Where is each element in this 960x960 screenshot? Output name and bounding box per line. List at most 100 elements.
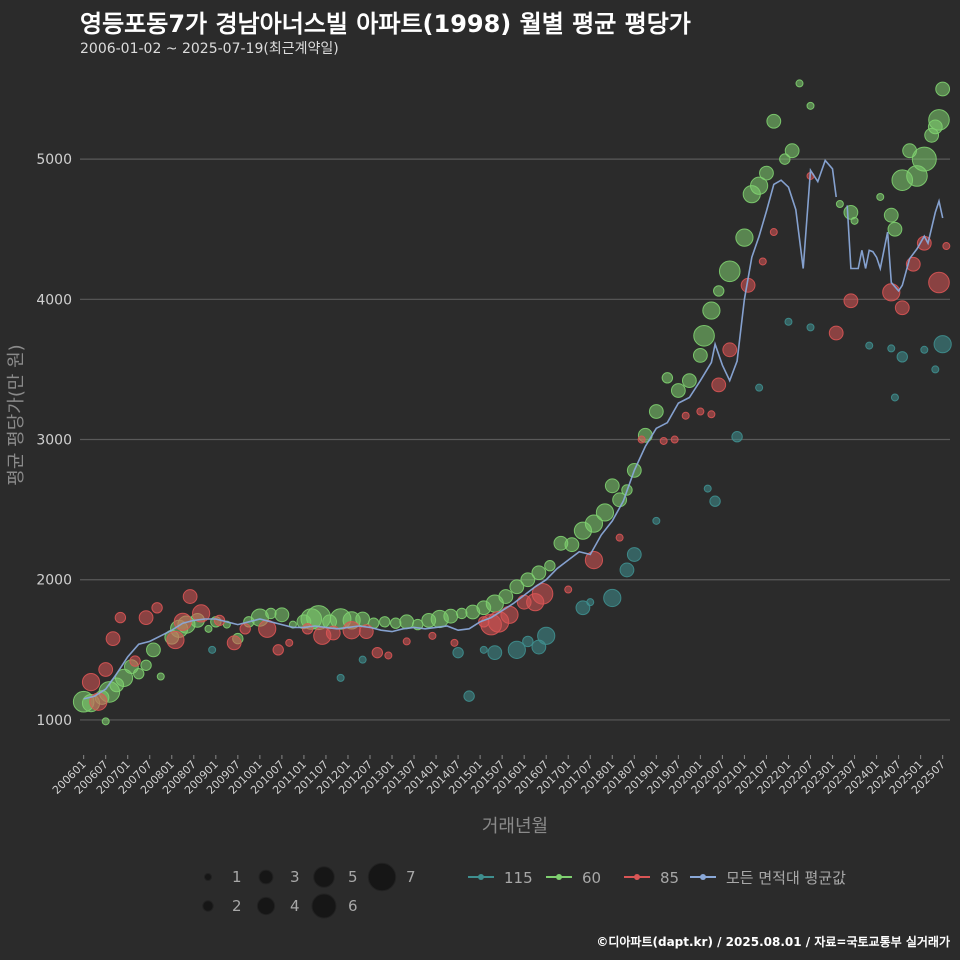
- data-point-60: [204, 624, 213, 633]
- data-point-85: [114, 611, 127, 624]
- legend-label-85: 85: [660, 869, 679, 887]
- data-point-60: [795, 79, 804, 88]
- data-point-85: [670, 435, 679, 444]
- data-point-115: [865, 341, 874, 350]
- data-point-60: [713, 285, 725, 297]
- data-point-60: [759, 165, 774, 181]
- data-point-60: [378, 616, 391, 628]
- data-point-85: [531, 582, 554, 605]
- data-point-115: [522, 635, 534, 648]
- data-point-85: [758, 257, 767, 266]
- data-point-60: [389, 617, 402, 629]
- legend-size-label: 5: [348, 868, 358, 886]
- data-point-60: [911, 146, 937, 172]
- data-point-60: [750, 176, 769, 195]
- data-point-85: [659, 436, 668, 445]
- data-point-115: [487, 645, 503, 661]
- data-point-60: [806, 101, 815, 110]
- data-point-115: [731, 431, 743, 443]
- y-tick-label: 1000: [36, 713, 72, 729]
- data-point-115: [890, 393, 899, 402]
- data-point-115: [479, 645, 488, 654]
- y-tick-label: 4000: [36, 292, 72, 308]
- data-point-60: [531, 565, 547, 581]
- data-point-115: [603, 588, 622, 608]
- data-point-60: [509, 579, 525, 595]
- legend-size-marker: [202, 900, 214, 912]
- data-point-85: [81, 672, 101, 692]
- legend-size-marker: [256, 896, 276, 916]
- data-point-115: [920, 345, 929, 354]
- data-point-85: [711, 377, 727, 393]
- data-point-60: [443, 608, 459, 624]
- data-point-115: [619, 562, 635, 578]
- data-point-85: [138, 610, 154, 625]
- data-point-60: [718, 260, 741, 283]
- data-point-60: [520, 572, 536, 588]
- data-point-60: [766, 113, 782, 129]
- data-point-85: [584, 551, 604, 570]
- data-point-60: [883, 207, 899, 223]
- y-tick-label: 2000: [36, 573, 72, 589]
- data-point-85: [722, 342, 738, 358]
- data-point-85: [371, 646, 384, 659]
- data-point-85: [89, 692, 108, 711]
- data-point-85: [681, 411, 690, 420]
- data-point-85: [615, 533, 624, 542]
- legend-size-label: 3: [290, 868, 300, 886]
- data-point-60: [681, 373, 697, 389]
- data-point-60: [584, 514, 604, 533]
- data-point-115: [208, 645, 217, 654]
- data-point-115: [806, 323, 815, 332]
- data-point-85: [564, 585, 573, 594]
- data-point-115: [896, 351, 908, 363]
- data-point-115: [537, 626, 556, 645]
- data-point-115: [652, 516, 661, 525]
- data-point-85: [384, 651, 393, 660]
- legend-size-label: 1: [232, 868, 242, 886]
- data-point-60: [101, 717, 110, 726]
- legend-size-marker: [313, 866, 335, 888]
- legend-label-115: 115: [504, 869, 533, 887]
- legend-size-label: 2: [232, 897, 242, 915]
- legend-size-marker: [367, 862, 397, 892]
- data-point-115: [507, 640, 526, 659]
- data-point-85: [285, 638, 294, 647]
- data-point-115: [709, 495, 721, 507]
- data-point-60: [835, 199, 844, 208]
- data-point-60: [661, 372, 674, 384]
- legend-marker-avg: [700, 874, 706, 880]
- data-point-60: [456, 607, 468, 620]
- data-point-85: [428, 631, 437, 640]
- data-point-85: [843, 293, 859, 309]
- data-point-60: [670, 383, 686, 398]
- chart-title: 영등포동7가 경남아너스빌 아파트(1998) 월별 평균 평당가: [80, 10, 691, 38]
- data-point-60: [140, 659, 152, 671]
- data-point-115: [626, 547, 642, 562]
- legend-size-marker: [258, 869, 274, 885]
- data-point-85: [928, 271, 950, 294]
- data-point-60: [735, 228, 754, 247]
- y-tick-label: 3000: [36, 433, 72, 449]
- data-point-60: [887, 221, 903, 237]
- data-point-85: [301, 623, 314, 635]
- data-point-85: [500, 605, 519, 624]
- data-point-85: [272, 644, 284, 656]
- data-point-115: [933, 335, 952, 354]
- data-point-115: [931, 365, 940, 374]
- data-point-85: [166, 630, 185, 650]
- data-point-85: [98, 662, 114, 677]
- data-point-60: [399, 614, 415, 630]
- data-point-85: [239, 623, 251, 635]
- data-point-85: [151, 602, 163, 614]
- legend-label-60: 60: [582, 869, 601, 887]
- data-point-85: [226, 635, 242, 651]
- chart-subtitle: 2006-01-02 ~ 2025-07-19(최근계약일): [80, 41, 339, 57]
- y-tick-label: 5000: [36, 152, 72, 168]
- data-point-60: [274, 607, 290, 623]
- data-point-60: [693, 324, 715, 347]
- data-point-60: [265, 607, 277, 620]
- data-point-60: [779, 153, 791, 165]
- data-point-85: [182, 589, 198, 604]
